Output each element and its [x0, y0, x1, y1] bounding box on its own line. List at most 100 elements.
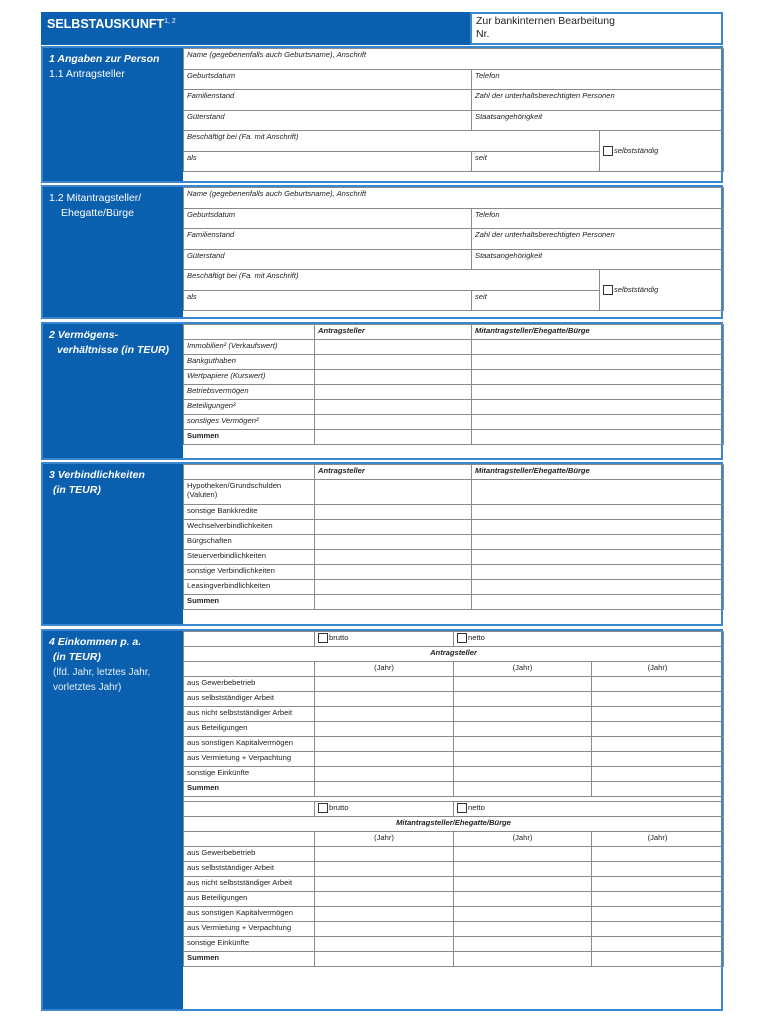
birth-date-field[interactable]: Geburtsdatum [183, 207, 472, 229]
income-amount-input[interactable] [453, 921, 592, 937]
self-employed-checkbox[interactable] [603, 146, 613, 156]
income-amount-input[interactable] [314, 951, 454, 967]
coapplicant-amount-input[interactable] [471, 384, 724, 400]
bank-internal-box[interactable]: Zur bankinternen Bearbeitung Nr. [470, 12, 723, 45]
income-amount-input[interactable] [314, 876, 454, 892]
phone-field[interactable]: Telefon [470, 207, 725, 229]
dependents-field[interactable]: Zahl der unterhaltsberechtigten Personen [470, 89, 725, 111]
applicant-amount-input[interactable] [314, 399, 472, 415]
income-amount-input[interactable] [590, 936, 725, 952]
income-amount-input[interactable] [453, 676, 592, 692]
income-amount-input[interactable] [590, 721, 725, 737]
employer-field[interactable]: Beschäftigt bei (Fa. mit Anschrift) [183, 269, 600, 291]
coapplicant-amount-input[interactable] [471, 429, 724, 445]
marital-status-field[interactable]: Familienstand [183, 89, 472, 111]
coapplicant-amount-input[interactable] [471, 339, 724, 355]
income-amount-input[interactable] [314, 921, 454, 937]
income-amount-input[interactable] [314, 891, 454, 907]
nationality-field[interactable]: Staatsangehörigkeit [470, 248, 725, 270]
income-amount-input[interactable] [314, 766, 454, 782]
coapplicant-amount-input[interactable] [471, 369, 724, 385]
net-checkbox[interactable] [457, 803, 467, 813]
income-amount-input[interactable] [590, 706, 725, 722]
applicant-amount-input[interactable] [314, 549, 472, 565]
income-amount-input[interactable] [453, 766, 592, 782]
income-amount-input[interactable] [314, 706, 454, 722]
coapplicant-amount-input[interactable] [471, 399, 724, 415]
income-amount-input[interactable] [314, 721, 454, 737]
income-amount-input[interactable] [453, 936, 592, 952]
property-regime-field[interactable]: Güterstand [183, 248, 472, 270]
applicant-amount-input[interactable] [314, 354, 472, 370]
self-employed-checkbox[interactable] [603, 285, 613, 295]
year-header[interactable]: (Jahr) [453, 661, 592, 677]
income-amount-input[interactable] [314, 906, 454, 922]
gross-checkbox[interactable] [318, 633, 328, 643]
occupation-field[interactable]: als [183, 150, 472, 172]
applicant-amount-input[interactable] [314, 414, 472, 430]
employer-field[interactable]: Beschäftigt bei (Fa. mit Anschrift) [183, 130, 600, 152]
income-amount-input[interactable] [453, 721, 592, 737]
income-amount-input[interactable] [453, 706, 592, 722]
name-address-field[interactable]: Name (gegebenenfalls auch Geburtsname), … [182, 48, 725, 70]
income-amount-input[interactable] [590, 781, 725, 797]
phone-field[interactable]: Telefon [470, 68, 725, 90]
income-amount-input[interactable] [314, 676, 454, 692]
income-amount-input[interactable] [453, 736, 592, 752]
income-amount-input[interactable] [590, 921, 725, 937]
applicant-amount-input[interactable] [314, 594, 472, 610]
applicant-amount-input[interactable] [314, 519, 472, 535]
birth-date-field[interactable]: Geburtsdatum [183, 68, 472, 90]
applicant-amount-input[interactable] [314, 534, 472, 550]
income-amount-input[interactable] [453, 691, 592, 707]
employed-since-field[interactable]: seit [471, 289, 600, 311]
marital-status-field[interactable]: Familienstand [183, 228, 472, 250]
year-header[interactable]: (Jahr) [314, 661, 454, 677]
income-amount-input[interactable] [590, 861, 725, 877]
coapplicant-amount-input[interactable] [471, 594, 724, 610]
coapplicant-amount-input[interactable] [471, 354, 724, 370]
income-amount-input[interactable] [453, 891, 592, 907]
year-header[interactable]: (Jahr) [314, 831, 454, 847]
net-checkbox[interactable] [457, 633, 467, 643]
coapplicant-amount-input[interactable] [471, 479, 724, 505]
income-amount-input[interactable] [590, 676, 725, 692]
income-amount-input[interactable] [590, 951, 725, 967]
coapplicant-amount-input[interactable] [471, 564, 724, 580]
coapplicant-amount-input[interactable] [471, 549, 724, 565]
income-amount-input[interactable] [453, 781, 592, 797]
income-amount-input[interactable] [453, 906, 592, 922]
applicant-amount-input[interactable] [314, 564, 472, 580]
income-amount-input[interactable] [314, 781, 454, 797]
applicant-amount-input[interactable] [314, 504, 472, 520]
name-address-field[interactable]: Name (gegebenenfalls auch Geburtsname), … [182, 187, 725, 209]
income-amount-input[interactable] [453, 876, 592, 892]
dependents-field[interactable]: Zahl der unterhaltsberechtigten Personen [470, 228, 725, 250]
nationality-field[interactable]: Staatsangehörigkeit [470, 109, 725, 131]
year-header[interactable]: (Jahr) [590, 831, 725, 847]
income-amount-input[interactable] [314, 936, 454, 952]
year-header[interactable]: (Jahr) [453, 831, 592, 847]
income-amount-input[interactable] [453, 751, 592, 767]
coapplicant-amount-input[interactable] [471, 534, 724, 550]
applicant-amount-input[interactable] [314, 479, 472, 505]
income-amount-input[interactable] [453, 861, 592, 877]
income-amount-input[interactable] [590, 876, 725, 892]
gross-checkbox[interactable] [318, 803, 328, 813]
coapplicant-amount-input[interactable] [471, 519, 724, 535]
income-amount-input[interactable] [590, 766, 725, 782]
income-amount-input[interactable] [590, 751, 725, 767]
income-amount-input[interactable] [314, 846, 454, 862]
applicant-amount-input[interactable] [314, 429, 472, 445]
income-amount-input[interactable] [590, 736, 725, 752]
applicant-amount-input[interactable] [314, 384, 472, 400]
income-amount-input[interactable] [453, 951, 592, 967]
coapplicant-amount-input[interactable] [471, 579, 724, 595]
occupation-field[interactable]: als [183, 289, 472, 311]
coapplicant-amount-input[interactable] [471, 504, 724, 520]
applicant-amount-input[interactable] [314, 579, 472, 595]
coapplicant-amount-input[interactable] [471, 414, 724, 430]
income-amount-input[interactable] [590, 906, 725, 922]
income-amount-input[interactable] [314, 736, 454, 752]
income-amount-input[interactable] [590, 891, 725, 907]
